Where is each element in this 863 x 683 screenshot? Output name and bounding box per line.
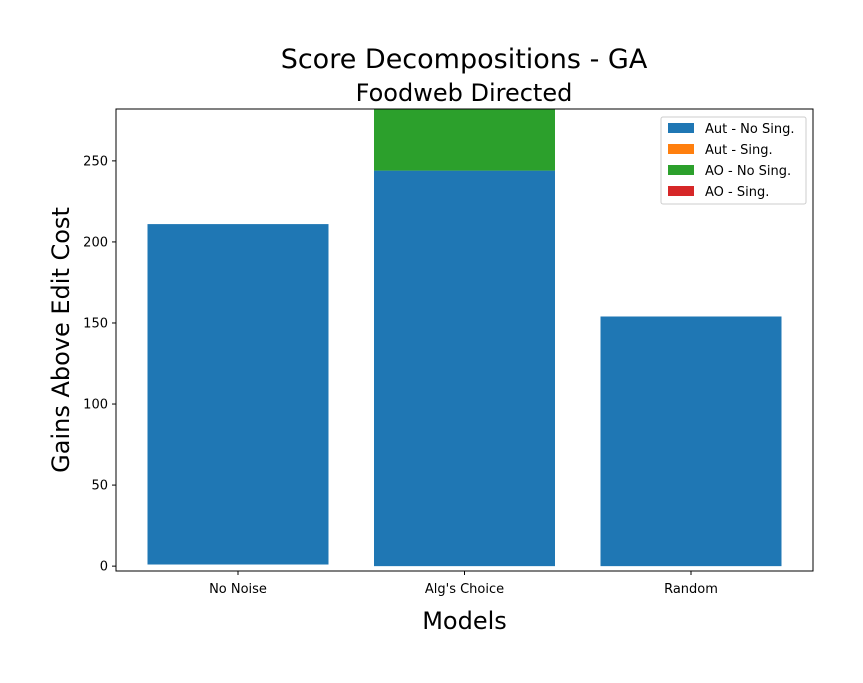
y-tick-label: 0: [100, 560, 108, 575]
legend-label: AO - Sing.: [705, 185, 769, 200]
y-tick-label: 250: [83, 154, 108, 169]
bar-1-3: [600, 316, 782, 567]
legend-label: AO - No Sing.: [705, 164, 791, 179]
y-tick-label: 50: [91, 479, 108, 494]
y-tick-label: 100: [83, 398, 108, 413]
legend-swatch: [668, 165, 694, 175]
bar-1-1: [147, 224, 329, 565]
legend-swatch: [668, 144, 694, 154]
legend: Aut - No Sing. Aut - Sing. AO - No Sing. AO…: [660, 116, 807, 205]
legend-swatch: [668, 186, 694, 196]
x-axis-label: Models: [422, 607, 507, 635]
y-tick-label: 200: [83, 235, 108, 250]
x-tick-label: No Noise: [209, 582, 267, 597]
legend-box: [660, 116, 807, 205]
x-tick-label: Random: [664, 582, 718, 597]
legend-label: Aut - Sing.: [705, 143, 773, 158]
legend-swatch: [668, 123, 694, 133]
y-axis-label: Gains Above Edit Cost: [47, 207, 75, 473]
bar-1-2: [374, 170, 555, 567]
bar-3-2: [374, 109, 555, 171]
y-tick-label: 150: [83, 316, 108, 331]
x-tick-label: Alg's Choice: [425, 582, 504, 597]
chart-subtitle: Foodweb Directed: [355, 79, 573, 107]
chart-title: Score Decompositions - GA: [280, 44, 648, 75]
legend-label: Aut - No Sing.: [705, 122, 794, 137]
